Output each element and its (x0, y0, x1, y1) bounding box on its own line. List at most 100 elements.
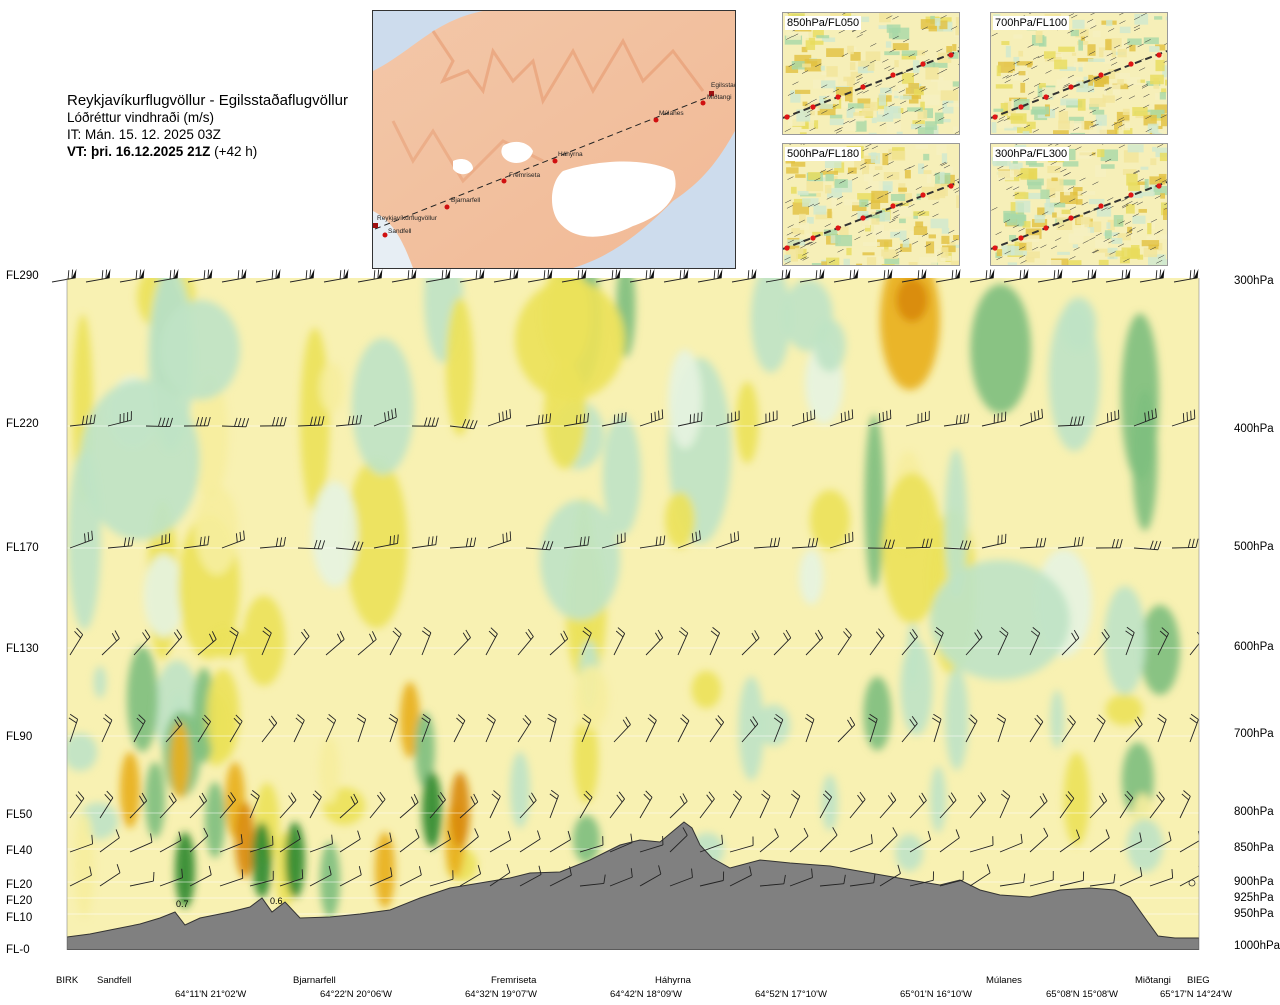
top-barb-800 (799, 268, 825, 283)
barb-r3-806 (805, 713, 815, 743)
barb-r2-486 (485, 627, 498, 656)
top-barb-664 (663, 268, 689, 283)
barb-r3-134 (133, 714, 146, 743)
barb-r6-460 (459, 864, 482, 887)
barb-r5-700 (699, 834, 723, 853)
wind-cell-74 (574, 665, 609, 731)
wind-cell-87 (93, 666, 107, 698)
minimap-500-label: 500hPa/FL180 (785, 147, 862, 161)
barb-r3-1190 (1189, 713, 1199, 743)
barb-r2-838 (837, 628, 852, 656)
barb-r0-1058 (1057, 416, 1085, 427)
barb-r2-166 (165, 629, 183, 656)
barb-r4-1180 (1179, 790, 1191, 819)
barb-r5-1120 (1119, 832, 1142, 853)
top-barb-86 (85, 268, 111, 283)
top-barb-1174 (1173, 268, 1199, 283)
top-barb-256 (255, 268, 281, 283)
map-label-fremriseta: Fremriseta (509, 172, 540, 179)
wind-cell-24 (864, 414, 885, 588)
fl-label-fl0: FL-0 (6, 944, 30, 956)
barb-r6-340 (339, 865, 362, 887)
barb-r4-820 (819, 790, 832, 819)
barb-r2-454 (453, 629, 471, 656)
barb-r6-1030 (1029, 870, 1054, 887)
barb-r4-460 (459, 793, 479, 819)
wind-cell-36 (970, 284, 1032, 414)
fl-label-fl130: FL130 (6, 643, 39, 655)
barb-r6-640 (639, 865, 662, 887)
barb-r4-160 (159, 792, 177, 819)
barb-r3-102 (101, 714, 113, 743)
lead-time: (+42 h) (214, 144, 258, 159)
barb-r4-670 (669, 793, 688, 819)
barb-r5-160 (159, 831, 182, 853)
route-map: Egilsstaðir Miðtangi Múlanes Háhyrna Fre… (372, 10, 736, 269)
top-barb-902 (901, 268, 927, 283)
wind-cell-76 (930, 766, 946, 833)
barb-r6-70 (69, 866, 92, 887)
map-label-egilsstadir: Egilsstaðir (711, 81, 735, 89)
barb-r6-220 (219, 869, 244, 887)
top-barb-52 (51, 268, 77, 283)
barb-r1-374 (373, 534, 399, 549)
barb-r0-792 (791, 409, 816, 427)
wind-cell-7 (144, 554, 184, 638)
barb-r1-260 (259, 537, 286, 549)
terrain (67, 821, 1199, 950)
barb-r6-1000 (999, 873, 1026, 887)
barb-r6-970 (969, 864, 991, 887)
barb-r2-806 (805, 629, 824, 656)
fl-label-fl290: FL290 (6, 270, 39, 282)
map-label-sandfell: Sandfell (388, 228, 412, 235)
barb-r1-70 (69, 530, 93, 549)
wind-cell-81 (1063, 752, 1090, 846)
top-barb-494 (493, 268, 519, 283)
barb-r5-1000 (999, 833, 1023, 853)
top-barb-834 (833, 268, 859, 283)
barb-r6-1120 (1119, 867, 1143, 887)
parameter-label: Lóðréttur vindhraði (m/s) (67, 110, 215, 125)
minimap-500-svg (783, 144, 959, 265)
wind-cell-39 (1060, 297, 1097, 352)
barb-r0-640 (639, 409, 664, 427)
barb-r3-326 (325, 714, 337, 743)
coord-7: 65°08'N 15°08'W (1046, 989, 1118, 1000)
wind-cell-66 (242, 595, 286, 686)
barb-r0-108 (107, 411, 132, 427)
barb-r5-400 (399, 828, 420, 853)
wind-cell-49 (540, 500, 620, 620)
barb-r1-336 (335, 541, 364, 551)
barb-r3-582 (581, 713, 592, 743)
barb-r0-868 (867, 409, 892, 427)
top-barb-970 (969, 268, 995, 283)
top-barb-936 (935, 268, 961, 283)
coord-1: 64°11'N 21°02'W (175, 989, 247, 1000)
hpa-label-400: 400hPa (1234, 423, 1274, 435)
minimap-850: 850hPa/FL050 (782, 12, 960, 135)
top-barb-766 (765, 268, 791, 283)
hpa-label-900: 900hPa (1234, 876, 1274, 888)
barb-r2-966 (965, 629, 983, 656)
minimap-300-label: 300hPa/FL300 (993, 147, 1070, 161)
fl-label-fl170: FL170 (6, 542, 39, 554)
wind-cell-103 (252, 822, 272, 898)
waypoint-bjarnarfell: Bjarnarfell (293, 975, 336, 986)
wind-cell-113 (510, 752, 530, 828)
wind-cell-99 (175, 832, 195, 908)
wind-cell-4 (191, 373, 229, 501)
barb-r0-1096 (1095, 409, 1120, 427)
vertical-wind-field (67, 278, 1180, 918)
barb-r5-70 (69, 834, 94, 853)
top-barb-1106 (1105, 268, 1131, 283)
barb-r5-550 (549, 830, 572, 853)
minimap-700-label: 700hPa/FL100 (993, 16, 1070, 30)
barb-r3-870 (868, 713, 878, 743)
minimap-700: 700hPa/FL100 (990, 12, 1168, 135)
barb-r3-902 (901, 715, 918, 743)
wind-cell-12 (345, 457, 408, 629)
barb-r4-640 (639, 790, 653, 819)
barb-r6-100 (99, 864, 121, 887)
route-map-svg: Egilsstaðir Miðtangi Múlanes Háhyrna Fre… (373, 11, 735, 268)
barb-r2-390 (389, 627, 402, 656)
